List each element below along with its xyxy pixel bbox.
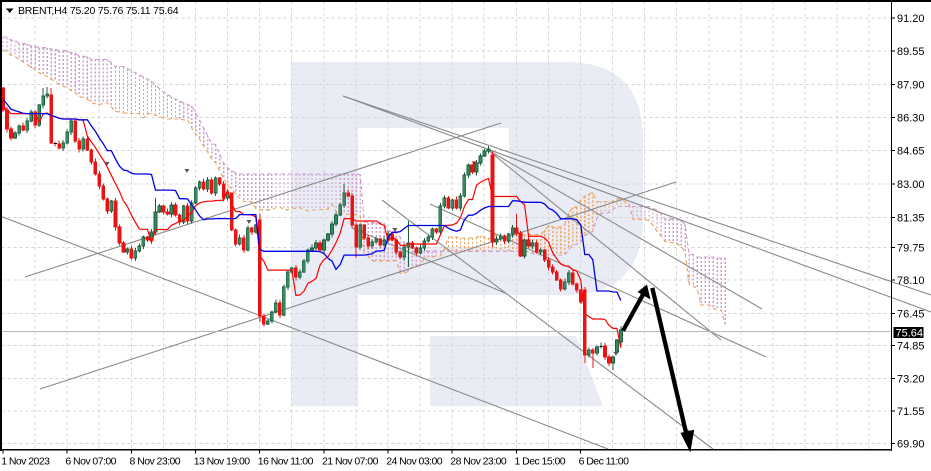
svg-text:91.20: 91.20 <box>897 13 925 25</box>
svg-text:89.55: 89.55 <box>897 46 925 58</box>
svg-text:24 Nov 03:00: 24 Nov 03:00 <box>386 456 443 468</box>
svg-text:75.64: 75.64 <box>896 328 924 340</box>
svg-text:BRENT,H4 75.20 75.76 75.11 75: BRENT,H4 75.20 75.76 75.11 75.64 <box>18 5 179 17</box>
svg-text:6 Nov 07:00: 6 Nov 07:00 <box>65 456 116 468</box>
svg-text:28 Nov 23:00: 28 Nov 23:00 <box>450 456 507 468</box>
svg-text:76.45: 76.45 <box>897 308 925 320</box>
svg-text:13 Nov 19:00: 13 Nov 19:00 <box>194 456 251 468</box>
svg-text:21 Nov 07:00: 21 Nov 07:00 <box>322 456 379 468</box>
svg-text:74.85: 74.85 <box>897 340 925 352</box>
svg-text:8 Nov 23:00: 8 Nov 23:00 <box>130 456 181 468</box>
svg-text:84.65: 84.65 <box>897 146 925 158</box>
svg-text:1 Nov 2023: 1 Nov 2023 <box>1 456 50 468</box>
svg-text:73.20: 73.20 <box>897 373 925 385</box>
svg-text:83.00: 83.00 <box>897 179 925 191</box>
svg-text:79.75: 79.75 <box>897 243 925 255</box>
svg-text:6 Dec 11:00: 6 Dec 11:00 <box>579 456 630 468</box>
svg-text:81.35: 81.35 <box>897 212 925 224</box>
svg-text:87.90: 87.90 <box>897 79 925 91</box>
svg-text:78.10: 78.10 <box>897 275 925 287</box>
svg-text:86.30: 86.30 <box>897 112 925 124</box>
svg-text:69.90: 69.90 <box>897 439 925 451</box>
svg-text:1 Dec 15:00: 1 Dec 15:00 <box>515 456 566 468</box>
svg-text:16 Nov 11:00: 16 Nov 11:00 <box>258 456 314 468</box>
svg-text:71.55: 71.55 <box>897 406 925 418</box>
